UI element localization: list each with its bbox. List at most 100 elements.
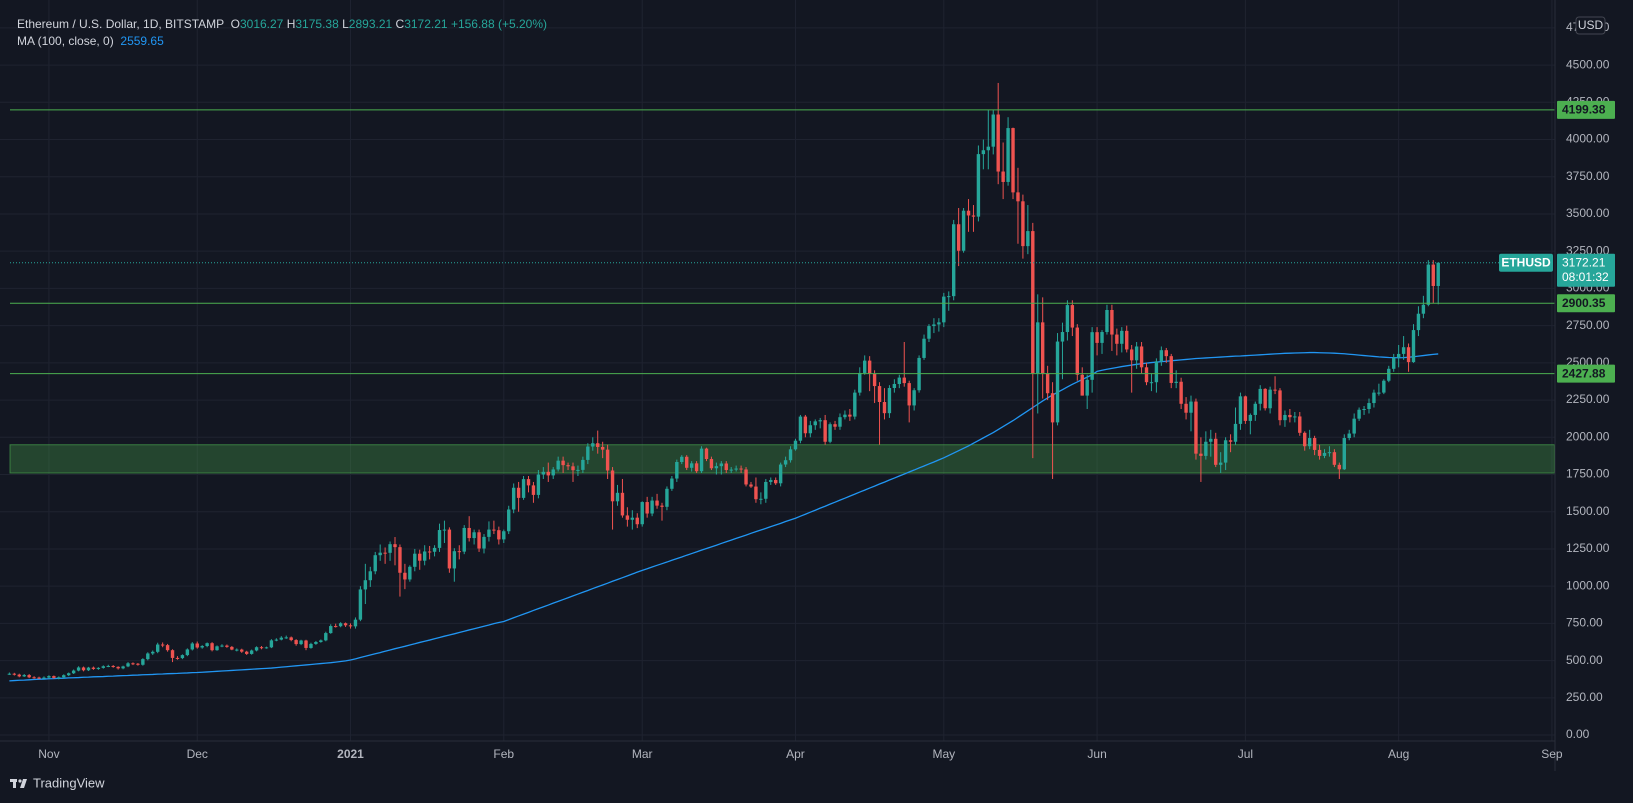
candle-body bbox=[754, 486, 758, 500]
candle-body bbox=[1021, 201, 1025, 247]
x-tick-label: Nov bbox=[38, 747, 59, 761]
candle-body bbox=[1357, 409, 1361, 419]
ohlc-value: 3172.21 bbox=[404, 17, 448, 31]
candle-body bbox=[951, 224, 956, 297]
candle-body bbox=[635, 517, 639, 525]
price-axis-panel bbox=[1555, 0, 1633, 771]
candle-body bbox=[126, 663, 130, 667]
candle-body bbox=[734, 468, 738, 470]
candle-body bbox=[220, 645, 224, 647]
y-tick-label: 1500.00 bbox=[1566, 504, 1610, 518]
candle-body bbox=[665, 488, 669, 507]
x-tick-label: Apr bbox=[786, 747, 805, 761]
candle-body bbox=[1293, 416, 1297, 418]
candle-body bbox=[670, 478, 674, 489]
candle-body bbox=[917, 357, 921, 391]
currency-box[interactable] bbox=[1575, 16, 1606, 35]
candle-body bbox=[71, 670, 76, 674]
candle-body bbox=[1223, 440, 1228, 463]
header: Ethereum / U.S. Dollar, 1D, BITSTAMP O30… bbox=[17, 16, 547, 50]
candle-body bbox=[675, 461, 679, 479]
candle-body bbox=[398, 547, 402, 573]
candle-body bbox=[1085, 379, 1089, 396]
candle-body bbox=[521, 479, 526, 498]
candle-body bbox=[279, 637, 283, 640]
indicator-name: MA (100, close, 0) bbox=[17, 34, 114, 48]
candle-body bbox=[1125, 330, 1129, 350]
candle-body bbox=[487, 529, 491, 537]
candle-body bbox=[240, 649, 244, 652]
ohlc-value: 2893.21 bbox=[348, 17, 393, 31]
level-label-box bbox=[1557, 294, 1615, 313]
candle-body bbox=[353, 619, 358, 627]
candle-body bbox=[1080, 374, 1084, 396]
candle-body bbox=[937, 322, 941, 325]
candle-body bbox=[1218, 462, 1223, 465]
countdown: 08:01:32 bbox=[1562, 270, 1609, 284]
candle-body bbox=[27, 675, 31, 678]
candle-body bbox=[759, 498, 763, 500]
candle-body bbox=[333, 626, 338, 628]
header-line: MA (100, close, 0) 2559.65 bbox=[17, 33, 547, 50]
candle-body bbox=[1258, 388, 1262, 404]
candle-body bbox=[1040, 322, 1045, 374]
candle-body bbox=[235, 649, 239, 651]
candle-body bbox=[1001, 171, 1005, 182]
x-tick-label: Sep bbox=[1541, 747, 1563, 761]
candle-body bbox=[882, 402, 887, 414]
candle-body bbox=[571, 466, 575, 471]
moving-average bbox=[9, 351, 1439, 682]
candle-body bbox=[744, 469, 748, 485]
candle-body bbox=[1070, 305, 1075, 328]
candle-body bbox=[42, 677, 46, 679]
candle-body bbox=[314, 641, 318, 644]
candle-body bbox=[1115, 334, 1119, 344]
candle-body bbox=[680, 456, 684, 462]
level-label-box bbox=[1557, 100, 1615, 119]
x-tick-label: Jul bbox=[1238, 747, 1253, 761]
level-label: 2900.35 bbox=[1562, 296, 1606, 310]
x-tick-label: 2021 bbox=[337, 747, 364, 761]
candle-body bbox=[1055, 341, 1060, 423]
candle-body bbox=[823, 420, 827, 442]
ohlc-value: 3175.38 bbox=[295, 17, 339, 31]
candle-body bbox=[1263, 388, 1267, 409]
candle-body bbox=[596, 443, 600, 447]
candle-body bbox=[1036, 322, 1040, 374]
candle-body bbox=[591, 443, 595, 447]
candle-body bbox=[1050, 393, 1055, 423]
candle-body bbox=[131, 663, 135, 665]
candle-body bbox=[1248, 414, 1253, 421]
candle-body bbox=[1253, 403, 1257, 415]
candle-body bbox=[922, 338, 926, 358]
currency[interactable]: USD bbox=[1578, 18, 1604, 32]
candle-body bbox=[121, 666, 125, 669]
candle-body bbox=[67, 673, 71, 676]
y-tick-label: 2000.00 bbox=[1566, 429, 1610, 443]
candle-body bbox=[1377, 392, 1381, 394]
candle-body bbox=[22, 675, 26, 677]
candle-body bbox=[778, 464, 783, 484]
candle-body bbox=[531, 485, 536, 495]
candle-body bbox=[724, 463, 728, 471]
ohlc-label: L bbox=[342, 17, 349, 31]
candle-body bbox=[378, 552, 382, 556]
symbol-box bbox=[1499, 253, 1553, 272]
candle-body bbox=[254, 647, 259, 651]
candle-body bbox=[1426, 264, 1431, 305]
candle-body bbox=[442, 529, 447, 531]
candle-body bbox=[511, 487, 516, 510]
candle-body bbox=[324, 633, 328, 641]
candle-body bbox=[1372, 392, 1376, 404]
candle-body bbox=[185, 649, 190, 656]
candle-body bbox=[685, 456, 689, 468]
candle-body bbox=[111, 665, 115, 667]
candle-body bbox=[373, 555, 377, 572]
logo-part bbox=[13, 779, 16, 788]
y-tick-label: 0.00 bbox=[1566, 727, 1590, 741]
candle-body bbox=[116, 666, 120, 669]
candle-body bbox=[32, 677, 36, 679]
brand[interactable]: TradingView bbox=[33, 775, 105, 790]
candle-body bbox=[329, 626, 333, 634]
candle-body bbox=[1298, 416, 1302, 433]
